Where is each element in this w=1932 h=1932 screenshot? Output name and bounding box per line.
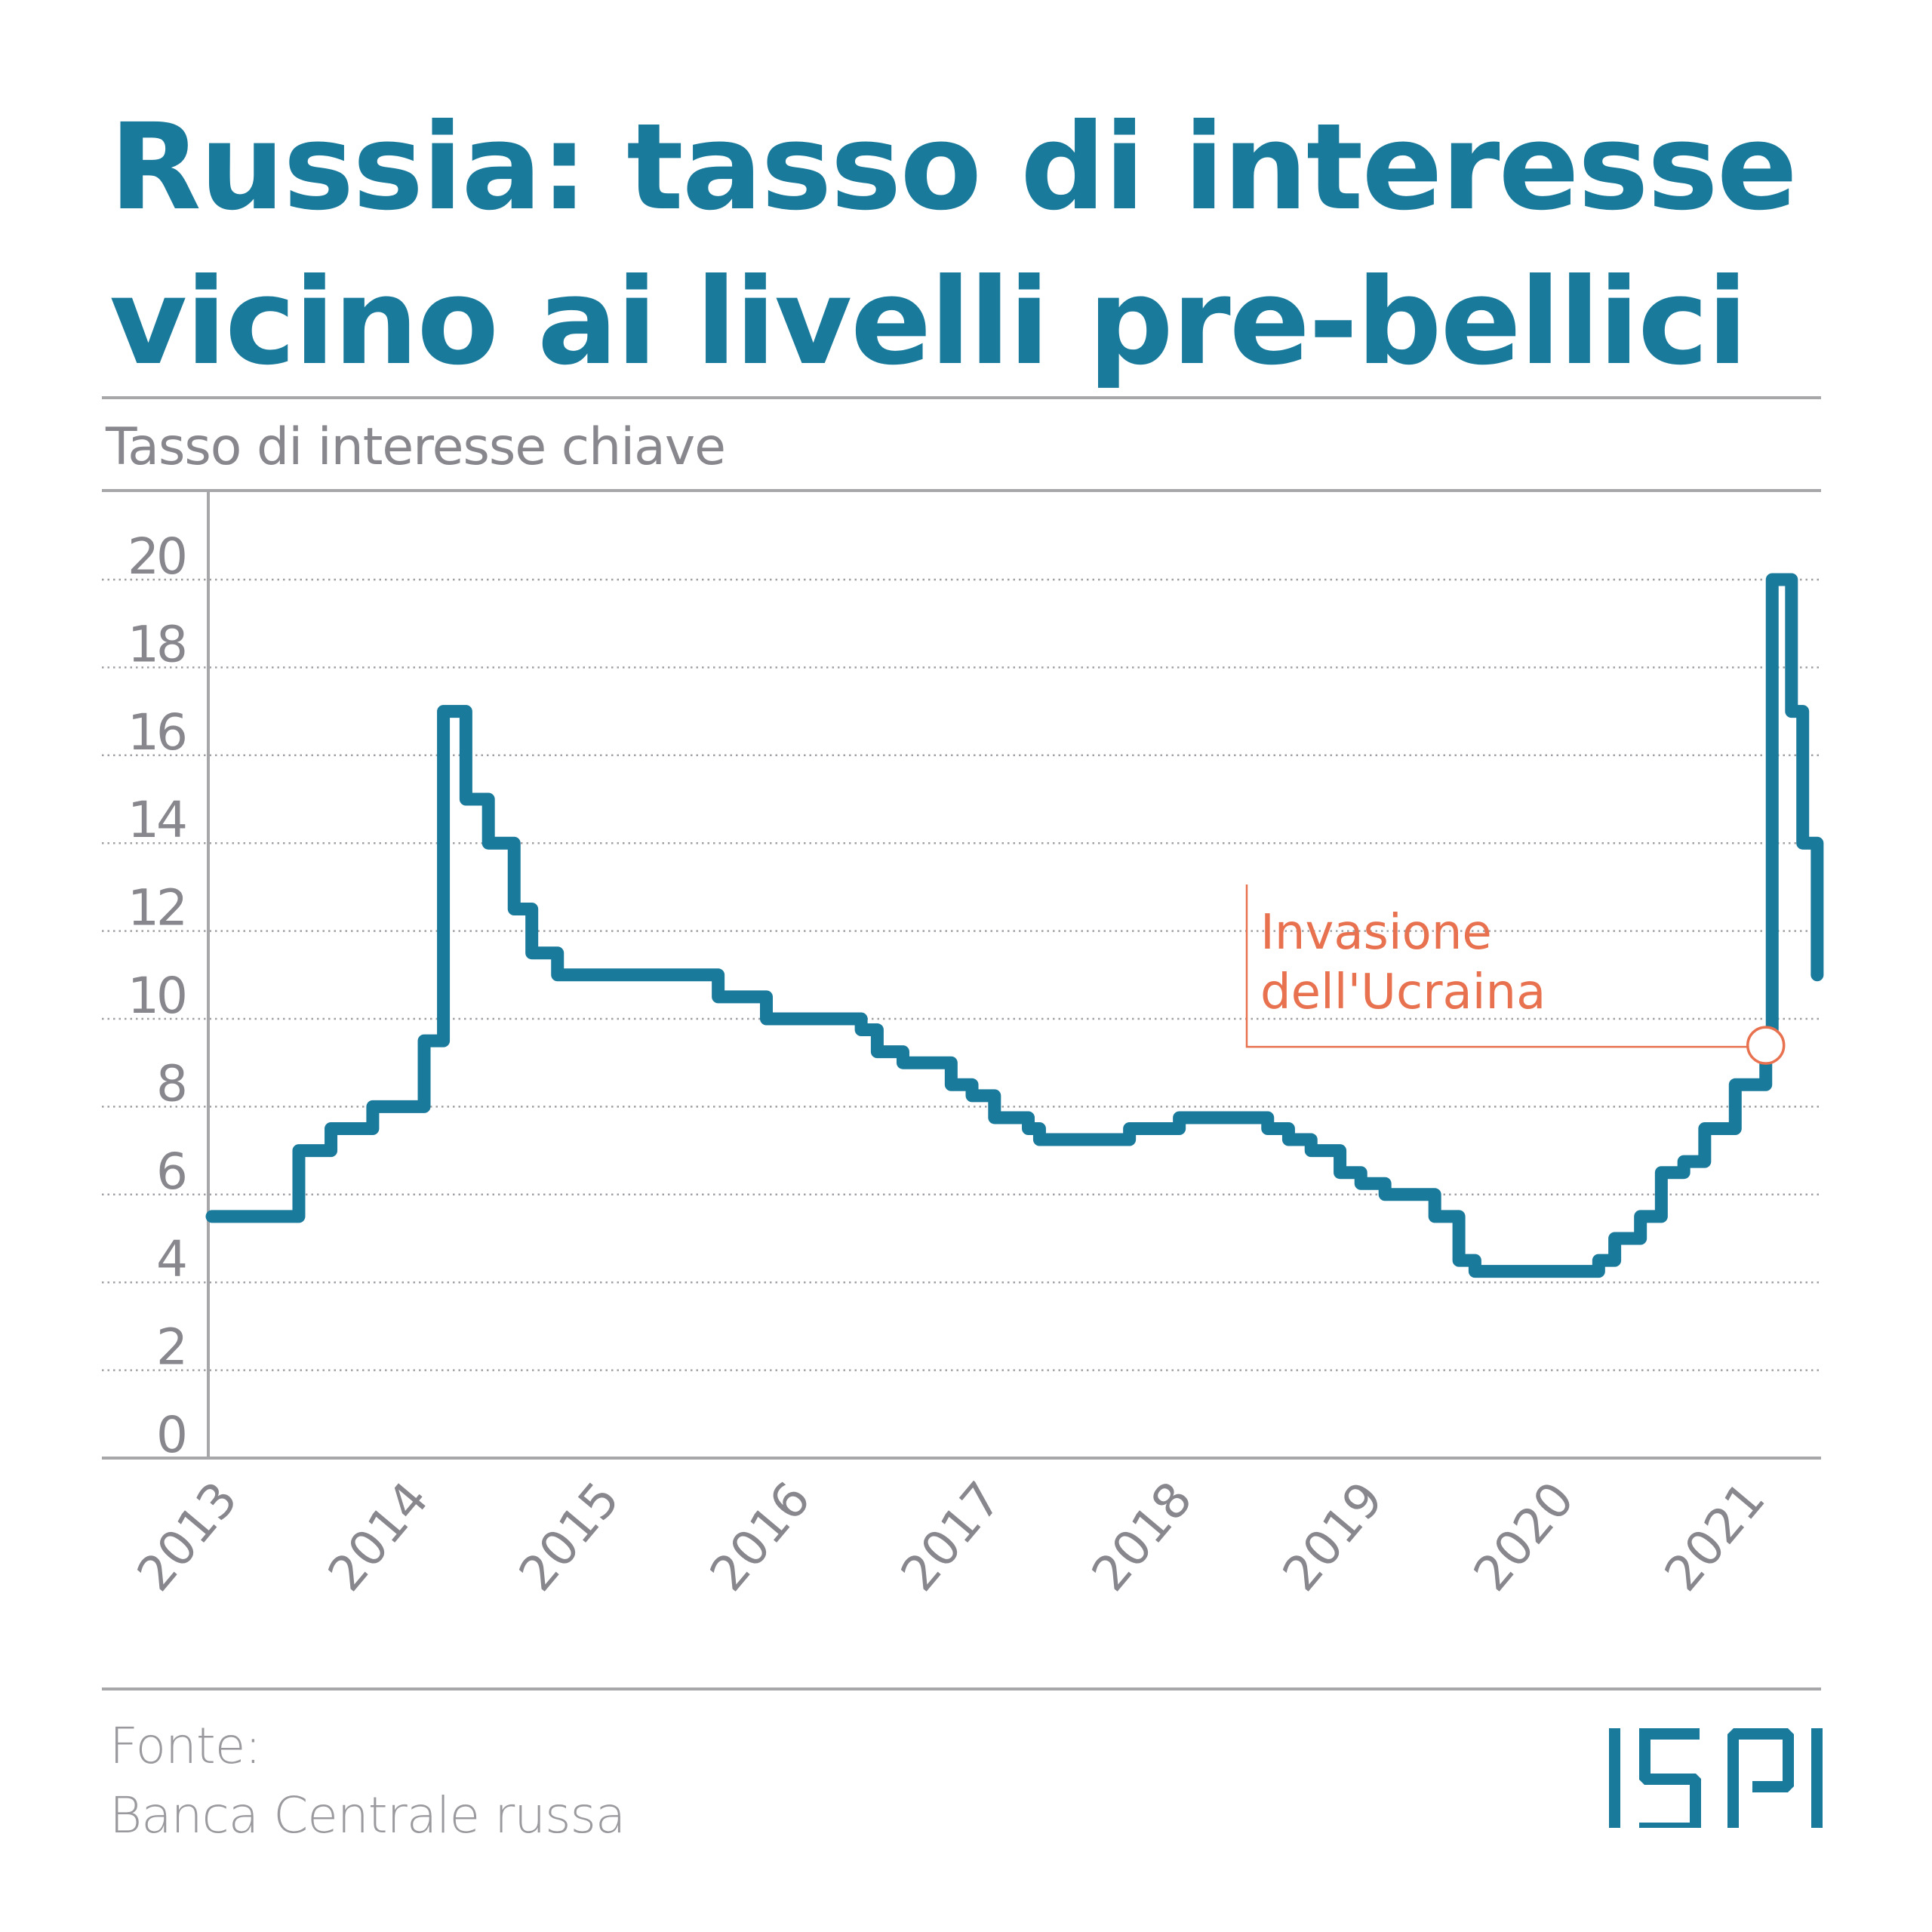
chart-title: Russia: tasso di interesse vicino ai liv… [109, 91, 1845, 400]
x-axis-ticks: 2013 2014 2015 2016 2017 2018 2019 2020 2021 [127, 1472, 1776, 1601]
source-label: Fonte: [109, 1717, 262, 1775]
annotation-bracket [1245, 884, 1748, 1048]
annotation-line-1: Invasione [1260, 905, 1492, 961]
chart-top-divider [102, 489, 1821, 492]
y-axis-ticks: 0 2 4 6 8 10 12 14 16 18 20 [128, 528, 189, 1464]
y-tick-label: 20 [128, 528, 185, 586]
y-tick-label: 0 [156, 1406, 185, 1464]
source-note: Fonte: Banca Centrale russa [109, 1712, 626, 1850]
y-tick-label: 4 [156, 1230, 186, 1288]
interest-rate-line [205, 573, 1824, 1278]
x-tick-label: 2018 [1081, 1472, 1203, 1601]
gridlines [102, 578, 1821, 1371]
y-tick-label: 8 [156, 1054, 185, 1112]
y-axis-title: Tasso di interesse chiave [106, 417, 726, 477]
footer-divider [102, 1687, 1821, 1690]
x-tick-label: 2013 [127, 1472, 248, 1601]
source-text: Banca Centrale russa [109, 1786, 626, 1844]
x-tick-label: 2020 [1463, 1472, 1585, 1601]
x-tick-label: 2016 [700, 1472, 821, 1601]
title-line-2: vicino ai livelli pre-bellici [109, 253, 1748, 392]
y-tick-label: 2 [156, 1318, 185, 1377]
x-tick-label: 2019 [1272, 1472, 1394, 1601]
y-tick-label: 14 [128, 791, 186, 849]
invasion-annotation: Invasione dell'Ucraina [1245, 884, 1748, 1048]
x-tick-label: 2015 [509, 1472, 630, 1601]
annotation-line-2: dell'Ucraina [1260, 964, 1546, 1020]
y-tick-label: 18 [128, 615, 185, 673]
y-tick-label: 6 [156, 1143, 185, 1201]
y-tick-label: 12 [128, 879, 185, 937]
x-tick-label: 2014 [318, 1472, 439, 1601]
top-divider [102, 396, 1821, 399]
y-tick-label: 10 [128, 967, 185, 1025]
title-line-1: Russia: tasso di interesse [109, 98, 1798, 237]
ispi-logo-icon: ISPI [1609, 1728, 1823, 1828]
x-tick-label: 2021 [1654, 1472, 1776, 1601]
invasion-marker-icon [1746, 1026, 1786, 1065]
x-tick-label: 2017 [891, 1472, 1012, 1601]
y-tick-label: 16 [128, 703, 185, 761]
